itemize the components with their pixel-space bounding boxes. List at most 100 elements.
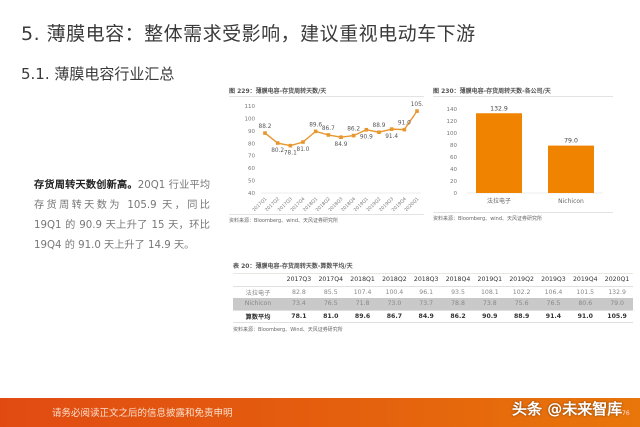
data-label: 80.2 xyxy=(271,148,284,154)
table-cell: 76.5 xyxy=(314,298,347,310)
data-label: 84.9 xyxy=(335,142,348,148)
data-label: 86.2 xyxy=(347,127,360,133)
data-point-marker xyxy=(326,133,331,137)
table-cell: 105.9 xyxy=(601,309,633,323)
row-label: 法拉电子 xyxy=(245,289,271,297)
table-cell: 81.0 xyxy=(314,309,347,323)
row-label: 算数平均 xyxy=(233,309,284,323)
watermark: 头条 @未来智库 xyxy=(512,400,623,418)
summary-paragraph: 存货周转天数创新高。20Q1 行业平均存货周转天数为 105.9 天，同比 19… xyxy=(34,176,210,256)
data-point-marker xyxy=(389,127,394,131)
bar xyxy=(548,145,594,193)
table-20: 表 20：薄膜电容-存货周转天数-算数平均/天 2017Q3 2017Q4 20… xyxy=(233,261,633,333)
table-cell: 85.5 xyxy=(323,288,338,296)
table-cell: 71.8 xyxy=(346,298,379,310)
table-cell: 73.7 xyxy=(410,298,443,310)
bar-value-label: 79.0 xyxy=(564,138,578,145)
y-tick-label: 70 xyxy=(248,154,255,160)
y-tick-label: 20 xyxy=(450,179,457,185)
y-tick-label: 50 xyxy=(248,179,255,185)
footer-disclaimer: 请务必阅读正文之后的信息披露和免责申明 xyxy=(52,408,233,419)
page-number: 76 xyxy=(622,410,630,417)
header-cell: 2019Q4 xyxy=(569,274,602,287)
table-cell: 73.0 xyxy=(378,298,411,310)
table-header-row: 2017Q3 2017Q4 2018Q1 2018Q2 2018Q3 2018Q… xyxy=(233,274,633,287)
y-tick-label: 120 xyxy=(447,119,458,125)
bar-chart: 0 20 40 60 80 100 120 140 132.9 法拉电子 79.0 Nichicon xyxy=(447,105,603,205)
table-cell: 96.1 xyxy=(419,288,434,296)
data-label: 89.6 xyxy=(309,122,322,128)
data-point-marker xyxy=(351,133,356,138)
header-cell: 2018Q3 xyxy=(410,274,443,287)
header-cell: 2019Q2 xyxy=(505,274,538,287)
figure-230-title: 图 230：薄膜电容-存货周转天数-各公司/天 xyxy=(433,88,551,95)
figure-229-source: 资料来源：Bloomberg、wind、天风证券研究所 xyxy=(229,218,339,224)
table-20-title: 表 20：薄膜电容-存货周转天数-算数平均/天 xyxy=(233,263,353,270)
table-cell: 78.8 xyxy=(442,298,474,310)
header-cell: 2018Q2 xyxy=(378,274,411,287)
row-label: Nichicon xyxy=(233,298,284,310)
data-point-marker xyxy=(364,127,369,132)
figure-230-bottom-rule xyxy=(433,212,613,213)
data-label: 78.1 xyxy=(284,151,297,157)
y-tick-label: 60 xyxy=(450,155,457,161)
figure-229-bottom-rule xyxy=(229,214,424,215)
header-cell: 2020Q1 xyxy=(601,274,633,287)
table-cell: 82.8 xyxy=(292,288,306,296)
data-point-marker xyxy=(313,129,318,134)
header-cell: 2019Q1 xyxy=(473,274,506,287)
table-cell: 102.2 xyxy=(512,288,531,296)
series-line xyxy=(264,110,418,147)
figure-230: 图 230：薄膜电容-存货周转天数-各公司/天 0 20 40 60 80 100 120 1… xyxy=(433,86,613,228)
y-tick-label: 60 xyxy=(248,166,255,172)
table-cell: 84.9 xyxy=(410,309,443,323)
data-label: 91.0 xyxy=(398,121,411,127)
table-20-top-rule xyxy=(233,273,633,274)
data-label: 88.9 xyxy=(373,123,386,129)
data-point-marker xyxy=(301,140,305,144)
table-cell: 100.4 xyxy=(385,288,404,296)
category-label: Nichicon xyxy=(558,198,584,205)
table-cell: 86.7 xyxy=(378,309,411,323)
table-cell: 91.0 xyxy=(569,309,602,323)
figure-229: 图 229：薄膜电容-存货周转天数/天 40 50 60 70 80 90 100 110 88… xyxy=(229,86,424,228)
data-point-marker xyxy=(275,141,280,145)
footer-bar xyxy=(0,398,640,427)
data-point-marker xyxy=(415,109,419,113)
table-cell: 75.6 xyxy=(505,298,538,310)
data-point-marker xyxy=(263,131,267,135)
bar-value-label: 132.9 xyxy=(490,105,508,112)
data-point-marker xyxy=(339,135,343,139)
data-point-marker xyxy=(402,127,407,132)
data-label: 81.0 xyxy=(297,147,310,153)
table-cell: 88.9 xyxy=(505,309,538,323)
table-row-average: 算数平均 78.1 81.0 89.6 86.7 84.9 86.2 90.9 … xyxy=(233,309,633,323)
figure-229-title: 图 229：薄膜电容-存货周转天数/天 xyxy=(229,88,327,95)
data-label: 86.7 xyxy=(322,126,335,132)
header-cell: 2017Q4 xyxy=(314,274,347,287)
header-cell xyxy=(233,274,284,287)
figure-230-top-rule xyxy=(433,96,613,97)
table-cell: 73.8 xyxy=(473,298,506,310)
figure-230-source: 资料来源：Bloomberg、wind、天风证券研究所 xyxy=(433,216,543,222)
y-tick-label: 110 xyxy=(245,104,256,110)
table-cell: 90.9 xyxy=(473,309,506,323)
subsection-heading: 5.1. 薄膜电容行业汇总 xyxy=(21,65,175,83)
table-cell: 106.4 xyxy=(544,288,563,296)
y-tick-label: 0 xyxy=(454,191,458,197)
data-point-marker xyxy=(288,143,293,148)
y-tick-label: 40 xyxy=(248,191,255,197)
table-cell: 132.9 xyxy=(608,288,626,296)
category-label: 法拉电子 xyxy=(487,197,511,205)
data-label: 91.4 xyxy=(385,134,398,140)
data-label: 88.2 xyxy=(259,124,272,130)
y-tick-label: 90 xyxy=(248,129,255,135)
paragraph-text: 20Q1 行业平均存货周转天数为 105.9 天，同比 19Q1 的 90.9 … xyxy=(34,180,211,251)
x-tick-label: 2020Q1 xyxy=(403,196,420,211)
header-cell: 2017Q3 xyxy=(283,274,315,287)
table-cell: 86.2 xyxy=(442,309,474,323)
bar xyxy=(476,113,522,193)
data-label: 105.9 xyxy=(411,102,424,108)
y-tick-label: 140 xyxy=(447,107,458,113)
table-cell: 76.5 xyxy=(537,298,570,310)
